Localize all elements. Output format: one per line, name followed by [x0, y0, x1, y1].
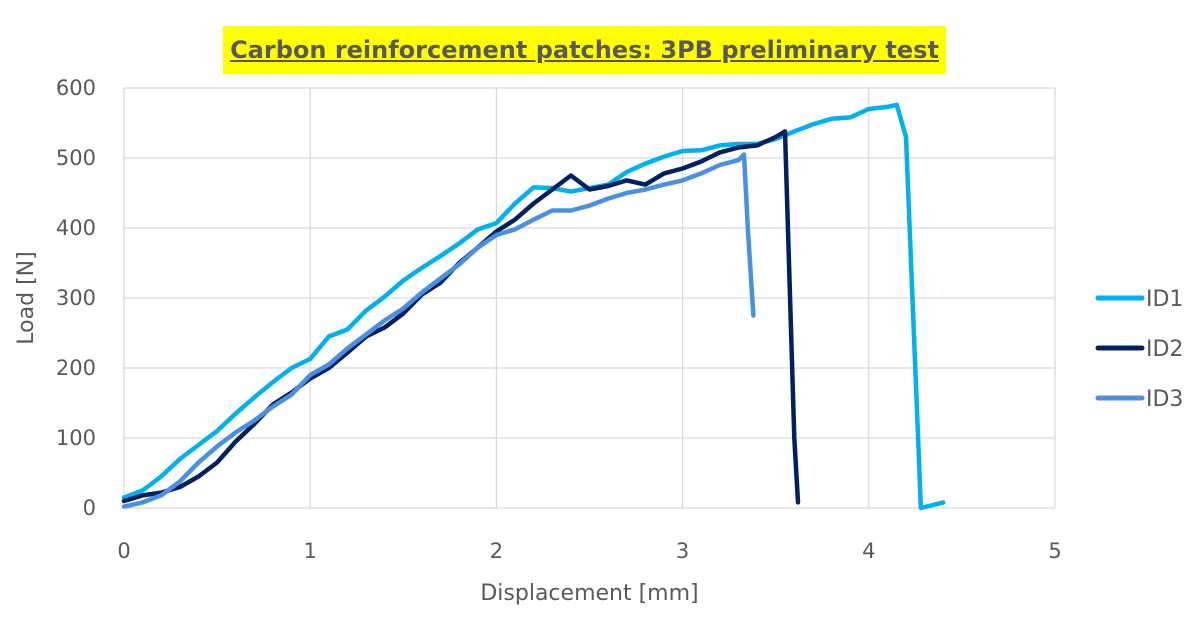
legend-label-id3: ID3 [1146, 387, 1183, 412]
x-tick-label: 5 [1048, 539, 1061, 563]
x-tick-label: 3 [676, 539, 689, 563]
x-tick-label: 2 [490, 539, 503, 563]
y-tick-label: 500 [56, 146, 96, 170]
chart-title-box: Carbon reinforcement patches: 3PB prelim… [223, 26, 946, 74]
y-axis-label: Load [N] [14, 251, 39, 344]
legend-label-id2: ID2 [1146, 337, 1183, 362]
x-tick-label: 4 [862, 539, 875, 563]
x-axis-ticks: 0 1 2 3 4 5 [117, 539, 1061, 563]
y-tick-label: 100 [56, 426, 96, 450]
chart-title: Carbon reinforcement patches: 3PB prelim… [230, 36, 939, 64]
x-tick-label: 0 [117, 539, 130, 563]
series-line-id1 [121, 102, 946, 511]
x-axis-label: Displacement [mm] [480, 581, 698, 606]
series-line-id2 [121, 129, 801, 505]
y-axis-ticks: 0 100 200 300 400 500 600 [56, 76, 96, 520]
y-tick-label: 600 [56, 76, 96, 100]
y-tick-label: 0 [83, 496, 96, 520]
legend-label-id1: ID1 [1146, 287, 1183, 312]
y-tick-label: 400 [56, 216, 96, 240]
series-lines [121, 102, 946, 511]
x-tick-label: 1 [304, 539, 317, 563]
y-tick-label: 300 [56, 286, 96, 310]
legend: ID1 ID2 ID3 [1095, 287, 1183, 412]
y-tick-label: 200 [56, 356, 96, 380]
series-line-id3 [121, 152, 756, 509]
gridlines [123, 87, 1056, 509]
